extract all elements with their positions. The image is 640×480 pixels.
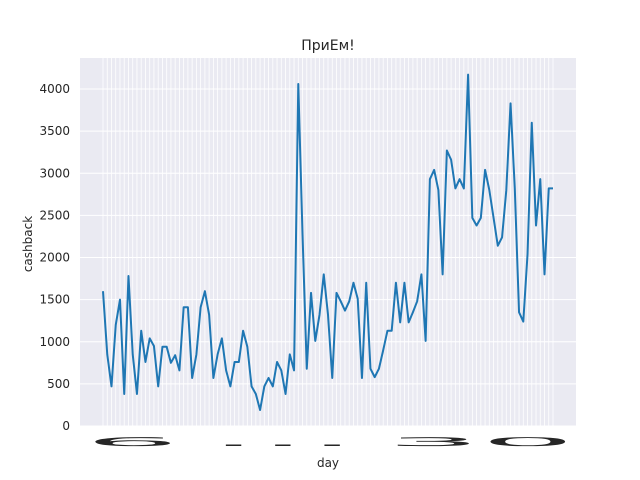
- axis-ticks: 0 500 1000 1500 2000 2500 3000 3500 4000: [39, 82, 70, 433]
- x-axis-label: day: [317, 456, 339, 470]
- y-tick-label: 4000: [39, 82, 70, 96]
- chart-title: ПриЕм!: [301, 38, 355, 54]
- y-tick-label: 0: [62, 419, 70, 433]
- series-line-cashback: [102, 73, 553, 411]
- y-tick-label: 3500: [39, 124, 70, 138]
- y-axis-label: cashback: [21, 216, 35, 272]
- y-tick-label: 3000: [39, 166, 70, 180]
- y-tick-label: 1000: [39, 335, 70, 349]
- x-tick-labels-overlapping: 6 … 30: [85, 435, 575, 449]
- y-tick-label: 1500: [39, 293, 70, 307]
- y-tick-label: 2000: [39, 251, 70, 265]
- y-tick-label: 500: [47, 377, 70, 391]
- y-tick-label: 2500: [39, 208, 70, 222]
- grid-lines: [80, 58, 576, 427]
